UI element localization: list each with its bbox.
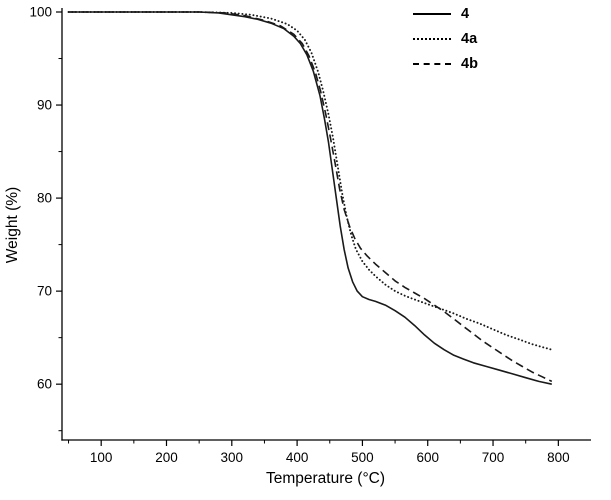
y-axis-title: Weight (%) <box>4 186 21 264</box>
y-tick-label: 90 <box>37 98 52 113</box>
legend-line-dotted-icon <box>413 37 451 40</box>
x-tick-label: 600 <box>416 450 439 465</box>
legend-line-solid-icon <box>413 12 451 15</box>
y-tick-label: 100 <box>29 5 52 20</box>
x-tick-label: 100 <box>90 450 113 465</box>
series-line-4a <box>67 11 553 351</box>
legend-item-4b: 4b <box>413 51 478 76</box>
x-axis-title: Temperature (°C) <box>265 470 386 487</box>
x-tick-label: 200 <box>155 450 178 465</box>
series-line-4 <box>68 11 552 385</box>
y-tick-label: 60 <box>37 377 52 392</box>
legend-item-4a: 4a <box>413 26 478 51</box>
legend-label: 4 <box>461 5 470 22</box>
legend-item-4: 4 <box>413 1 478 26</box>
x-tick-label: 800 <box>547 450 570 465</box>
x-tick-label: 400 <box>286 450 309 465</box>
y-tick-label: 80 <box>37 191 52 206</box>
x-tick-label: 700 <box>482 450 505 465</box>
legend-label: 4b <box>461 55 478 72</box>
legend: 4 4a 4b <box>413 1 478 76</box>
legend-label: 4a <box>461 30 478 47</box>
series-line-4b <box>68 11 553 383</box>
x-tick-label: 300 <box>221 450 244 465</box>
y-tick-label: 70 <box>37 284 52 299</box>
legend-line-dashed-icon <box>413 62 451 65</box>
x-tick-label: 500 <box>351 450 374 465</box>
